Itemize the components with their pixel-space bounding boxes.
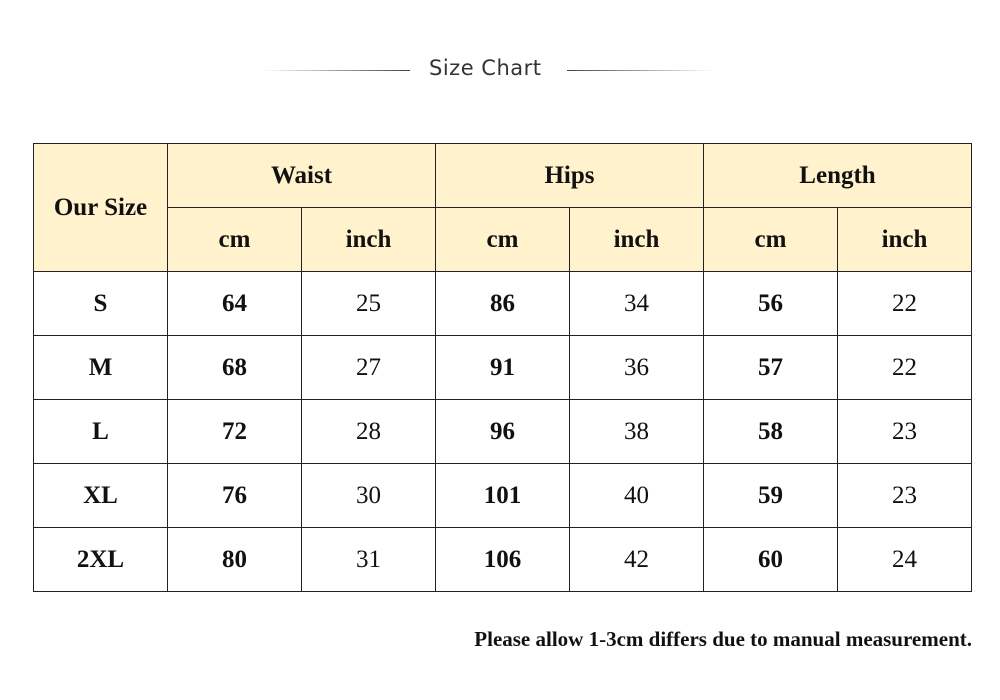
measurement-cell: 23 bbox=[837, 463, 972, 528]
measurement-cell: 24 bbox=[837, 527, 972, 592]
title-divider-right bbox=[567, 70, 715, 71]
measurement-cell: 31 bbox=[301, 527, 436, 592]
header-hips: Hips bbox=[435, 143, 704, 208]
measurement-cell: 68 bbox=[167, 335, 302, 400]
table-row: L 72 28 96 38 58 23 bbox=[33, 399, 972, 464]
header-unit-inch: inch bbox=[837, 207, 972, 272]
header-row-units: cm inch cm inch cm inch bbox=[34, 207, 972, 272]
header-our-size: Our Size bbox=[33, 143, 168, 272]
measurement-cell: 25 bbox=[301, 271, 436, 336]
header-length: Length bbox=[703, 143, 972, 208]
measurement-note: Please allow 1-3cm differs due to manual… bbox=[474, 627, 972, 651]
table-row: S 64 25 86 34 56 22 bbox=[33, 271, 972, 336]
measurement-cell: 106 bbox=[435, 527, 570, 592]
measurement-cell: 64 bbox=[167, 271, 302, 336]
header-unit-inch: inch bbox=[301, 207, 436, 272]
header-unit-cm: cm bbox=[167, 207, 302, 272]
measurement-cell: 96 bbox=[435, 399, 570, 464]
measurement-cell: 34 bbox=[569, 271, 704, 336]
measurement-cell: 22 bbox=[837, 271, 972, 336]
size-cell: L bbox=[33, 399, 168, 464]
measurement-cell: 59 bbox=[703, 463, 838, 528]
measurement-cell: 38 bbox=[569, 399, 704, 464]
header-row-groups: Our Size Waist Hips Length bbox=[33, 143, 972, 272]
header-unit-inch: inch bbox=[569, 207, 704, 272]
measurement-cell: 58 bbox=[703, 399, 838, 464]
table-row: 2XL 80 31 106 42 60 24 bbox=[33, 527, 972, 592]
table-row: M 68 27 91 36 57 22 bbox=[33, 335, 972, 400]
header-unit-cm: cm bbox=[435, 207, 570, 272]
measurement-cell: 27 bbox=[301, 335, 436, 400]
header-waist: Waist bbox=[167, 143, 436, 208]
measurement-cell: 56 bbox=[703, 271, 838, 336]
measurement-cell: 36 bbox=[569, 335, 704, 400]
measurement-cell: 76 bbox=[167, 463, 302, 528]
size-cell: 2XL bbox=[33, 527, 168, 592]
measurement-cell: 86 bbox=[435, 271, 570, 336]
measurement-cell: 101 bbox=[435, 463, 570, 528]
measurement-cell: 91 bbox=[435, 335, 570, 400]
title-divider-left bbox=[262, 70, 410, 71]
header-unit-cm: cm bbox=[703, 207, 838, 272]
measurement-cell: 42 bbox=[569, 527, 704, 592]
measurement-cell: 60 bbox=[703, 527, 838, 592]
measurement-cell: 80 bbox=[167, 527, 302, 592]
title-bar: Size Chart bbox=[0, 56, 1000, 86]
size-table: Our Size Waist Hips Length cm inch cm inch c… bbox=[33, 143, 972, 592]
measurement-cell: 72 bbox=[167, 399, 302, 464]
measurement-cell: 28 bbox=[301, 399, 436, 464]
measurement-cell: 30 bbox=[301, 463, 436, 528]
table-row: XL 76 30 101 40 59 23 bbox=[33, 463, 972, 528]
size-cell: S bbox=[33, 271, 168, 336]
size-cell: XL bbox=[33, 463, 168, 528]
measurement-cell: 40 bbox=[569, 463, 704, 528]
measurement-cell: 23 bbox=[837, 399, 972, 464]
size-cell: M bbox=[33, 335, 168, 400]
page-title: Size Chart bbox=[429, 56, 542, 80]
measurement-cell: 57 bbox=[703, 335, 838, 400]
measurement-cell: 22 bbox=[837, 335, 972, 400]
